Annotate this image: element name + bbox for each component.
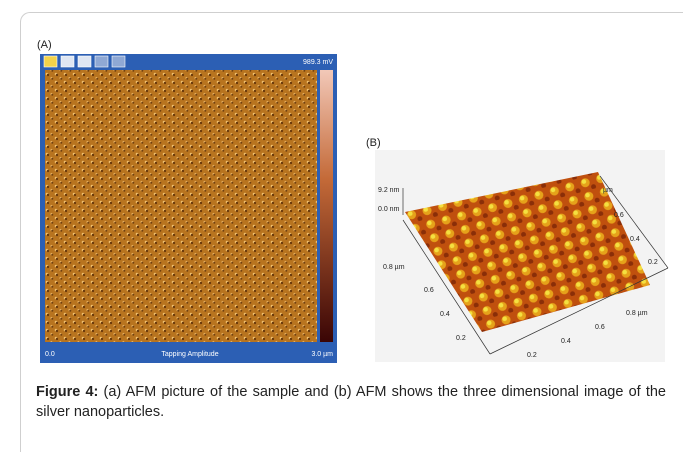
y-axis [402, 219, 491, 355]
x-tick-label: 0.8 µm [626, 310, 648, 317]
x-tick-label: 0.6 [595, 324, 605, 331]
right-axis [599, 175, 669, 269]
x-end: 3.0 µm [311, 351, 333, 358]
right-tick-label: µm [603, 187, 613, 194]
x-axis [489, 267, 669, 355]
y-tick-label: 0.4 [440, 311, 450, 318]
page: {"panel_a": {"label": "(A)", "scale_max"… [20, 12, 683, 452]
right-tick-label: 0.6 [614, 212, 624, 219]
afm-image [45, 70, 317, 342]
right-tick-label: 0.2 [648, 259, 658, 266]
tool-icon[interactable] [60, 55, 75, 68]
caption: Figure 4: (a) AFM picture of the sample … [36, 382, 666, 422]
color-bar [320, 70, 333, 342]
caption-text: (a) AFM picture of the sample and (b) AF… [36, 384, 666, 420]
x-tick-label: 0.2 [527, 352, 537, 359]
panel-label: (B) [366, 137, 381, 149]
tool-icon[interactable] [94, 55, 109, 68]
y-tick-label: 0.8 µm [383, 264, 405, 271]
figure-card [20, 12, 683, 452]
panel-label: (A) [37, 39, 52, 51]
surface-3d [405, 172, 650, 332]
x-tick-label: 0.4 [561, 338, 571, 345]
x-start: 0.0 [45, 351, 55, 358]
right-tick-label: 0.4 [630, 236, 640, 243]
z-tick-label: 0.0 nm [378, 206, 400, 213]
z-tick-label: 9.2 nm [378, 187, 400, 194]
tool-icon[interactable] [77, 55, 92, 68]
y-tick-label: 0.2 [456, 335, 466, 342]
tool-icon[interactable] [43, 55, 58, 68]
scale-max: 989.3 mV [303, 59, 333, 66]
channel: Tapping Amplitude [161, 351, 218, 358]
y-tick-label: 0.6 [424, 287, 434, 294]
tool-icon[interactable] [111, 55, 126, 68]
figure: (A) 989.3 mV 0.0 Tapping Amplitude 3.0 µ… [37, 39, 669, 363]
caption-label: Figure 4: [36, 384, 99, 400]
